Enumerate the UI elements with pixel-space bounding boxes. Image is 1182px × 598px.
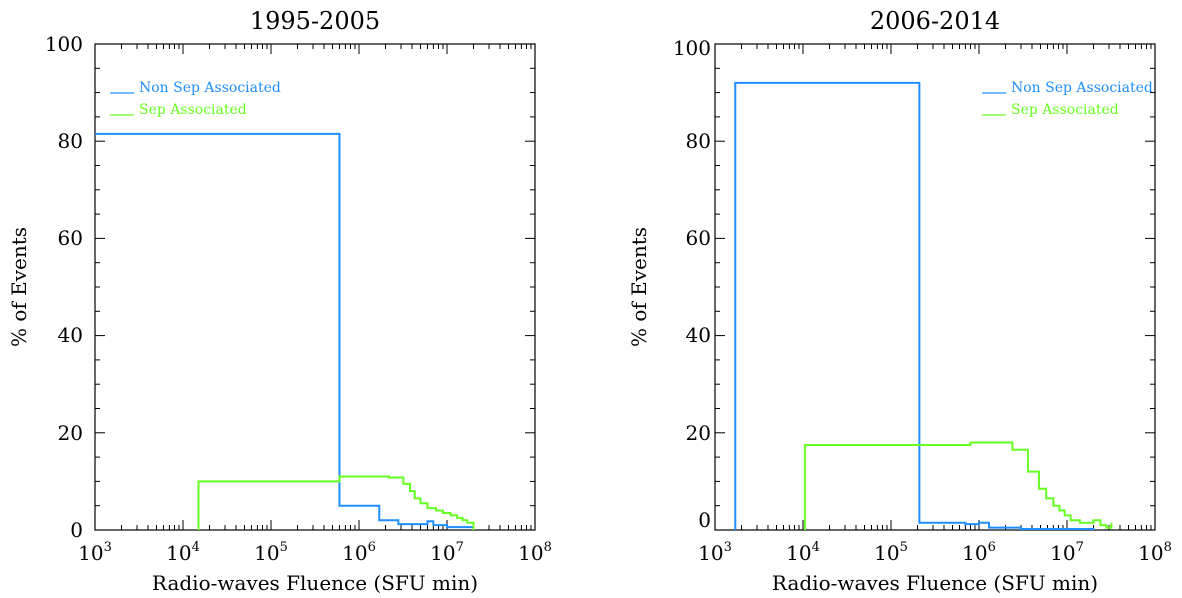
x-tick-label: 103 xyxy=(698,540,732,565)
series-line-non-sep xyxy=(95,132,475,530)
series-layer xyxy=(95,132,475,530)
x-tick-label: 105 xyxy=(874,540,908,565)
legend-label-non-sep: Non Sep Associated xyxy=(1011,80,1153,96)
axis-ticks xyxy=(714,43,1156,531)
x-tick-label: 106 xyxy=(962,540,996,565)
x-tick-labels: 103 104 105 106 107 108 xyxy=(698,540,1172,565)
legend-label-sep: Sep Associated xyxy=(139,102,247,118)
y-tick-label: 80 xyxy=(686,129,711,153)
y-tick-label: 80 xyxy=(58,129,83,153)
x-tick-label: 104 xyxy=(786,540,820,565)
x-tick-label: 104 xyxy=(166,540,200,565)
x-tick-label: 108 xyxy=(1138,540,1172,565)
legend: Non Sep Associated Sep Associated xyxy=(110,80,281,118)
x-axis-label: Radio-waves Fluence (SFU min) xyxy=(152,571,478,595)
legend: Non Sep Associated Sep Associated xyxy=(982,80,1153,118)
y-tick-label: 20 xyxy=(686,421,711,445)
chart-panel-1995-2005: 1995-2005 0 20 40 60 80 100 103 104 105 … xyxy=(7,7,552,595)
y-tick-labels: 0 20 40 60 80 100 xyxy=(45,32,83,542)
legend-label-sep: Sep Associated xyxy=(1011,102,1119,118)
y-axis-label: % of Events xyxy=(627,227,651,347)
y-tick-label: 20 xyxy=(58,421,83,445)
x-tick-label: 108 xyxy=(518,540,552,565)
x-tick-label: 105 xyxy=(254,540,288,565)
y-tick-label: 60 xyxy=(686,226,711,250)
series-layer xyxy=(734,81,1113,531)
y-tick-label: 0 xyxy=(70,518,83,542)
x-tick-label: 107 xyxy=(1050,540,1084,565)
chart-panel-2006-2014: 2006-2014 0 20 40 60 80 100 103 104 105 … xyxy=(627,7,1172,595)
series-line-sep xyxy=(803,441,1113,530)
chart-title: 2006-2014 xyxy=(870,7,1000,35)
axis-ticks xyxy=(94,43,536,531)
legend-label-non-sep: Non Sep Associated xyxy=(139,80,281,96)
y-tick-label: 100 xyxy=(45,32,83,56)
x-tick-label: 106 xyxy=(342,540,376,565)
y-tick-labels: 0 20 40 60 80 100 xyxy=(673,36,711,532)
x-axis-label: Radio-waves Fluence (SFU min) xyxy=(772,571,1098,595)
x-tick-label: 103 xyxy=(78,540,112,565)
y-axis-label: % of Events xyxy=(7,227,31,347)
series-line-sep xyxy=(197,475,475,530)
y-tick-label: 0 xyxy=(698,508,711,532)
chart-title: 1995-2005 xyxy=(250,7,380,35)
x-tick-label: 107 xyxy=(430,540,464,565)
series-line-non-sep xyxy=(734,81,1095,531)
y-tick-label: 40 xyxy=(58,323,83,347)
y-tick-label: 100 xyxy=(673,36,711,60)
x-tick-labels: 103 104 105 106 107 108 xyxy=(78,540,552,565)
y-tick-label: 40 xyxy=(686,323,711,347)
y-tick-label: 60 xyxy=(58,226,83,250)
